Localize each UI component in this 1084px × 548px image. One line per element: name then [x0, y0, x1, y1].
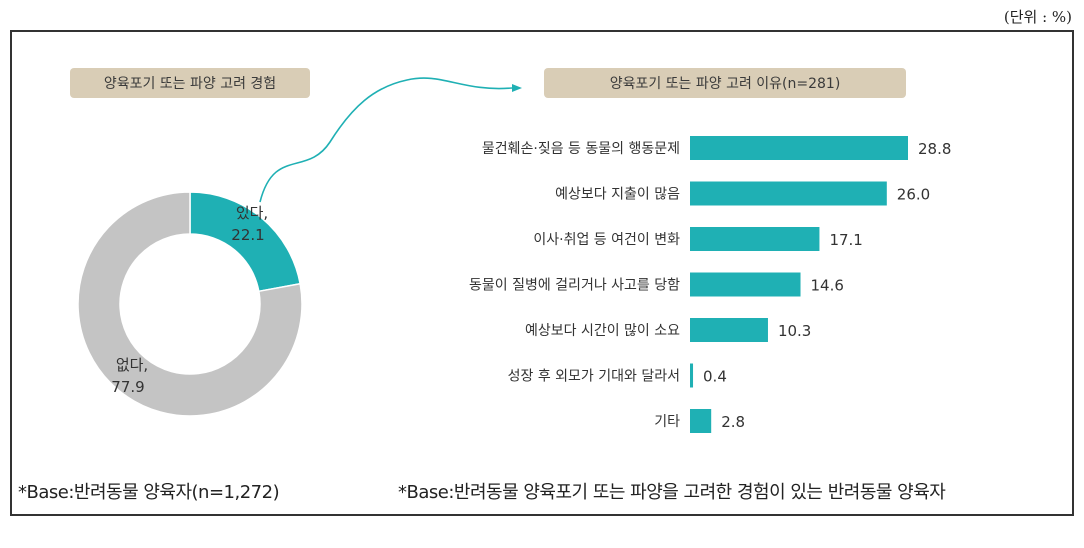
bar-category-label: 이사·취업 등 여건이 변화: [533, 232, 680, 248]
chart-canvas: 있다, 22.1 없다, 77.9 물건훼손·짖음 등 동물의 행동문제 28.8 예상보…: [77, 77, 951, 433]
bar-footnote: *Base:반려동물 양육포기 또는 파양을 고려한 경험이 있는 반려동물 양…: [398, 482, 946, 503]
bar-value-label: 26.0: [897, 186, 930, 204]
donut-title: 양육포기 또는 파양 고려 경험: [70, 68, 310, 98]
connector-arrow: [259, 77, 513, 203]
chart-frame: 양육포기 또는 파양 고려 경험 양육포기 또는 파양 고려 이유(n=281)…: [10, 30, 1074, 516]
bar-value-label: 0.4: [703, 368, 727, 386]
bar-value-label: 14.6: [811, 277, 844, 295]
bar-chart-title: 양육포기 또는 파양 고려 이유(n=281): [544, 68, 906, 98]
bar-value-label: 2.8: [721, 413, 745, 431]
bar: [690, 409, 712, 433]
donut-slice-label-1: 없다,: [116, 356, 148, 374]
bar: [690, 318, 768, 342]
bar-category-label: 성장 후 외모가 기대와 달라서: [508, 369, 680, 385]
donut-slice-value-0: 22.1: [231, 226, 264, 244]
donut-slice-1: [77, 191, 303, 417]
bar-category-label: 물건훼손·짖음 등 동물의 행동문제: [482, 141, 680, 157]
bar: [690, 363, 694, 388]
bar-category-label: 예상보다 지출이 많음: [555, 187, 680, 203]
unit-label: (단위 : %): [1003, 8, 1072, 26]
bar: [690, 227, 820, 251]
bar-chart: 물건훼손·짖음 등 동물의 행동문제 28.8 예상보다 지출이 많음 26.0 이사·…: [469, 136, 951, 433]
donut-slice-value-1: 77.9: [111, 378, 144, 396]
bar-category-label: 기타: [654, 414, 680, 430]
donut-slice-label-0: 있다,: [236, 204, 268, 222]
bar-category-label: 예상보다 시간이 많이 소요: [525, 323, 680, 339]
bar-value-label: 10.3: [778, 322, 811, 340]
bar-category-label: 동물이 질병에 걸리거나 사고를 당함: [469, 278, 680, 294]
donut-chart: 있다, 22.1 없다, 77.9: [77, 191, 303, 417]
bar-value-label: 17.1: [829, 231, 862, 249]
connector-arrowhead: [512, 84, 522, 92]
bar: [690, 181, 887, 206]
bar: [690, 272, 801, 297]
donut-footnote: *Base:반려동물 양육자(n=1,272): [18, 482, 280, 503]
bar-value-label: 28.8: [918, 140, 951, 158]
bar: [690, 136, 908, 160]
